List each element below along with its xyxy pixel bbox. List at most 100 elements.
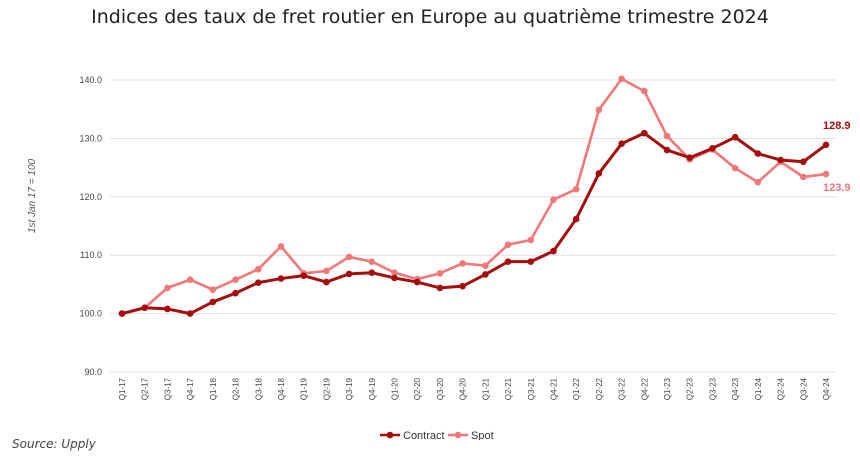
data-point: [754, 178, 762, 186]
data-point: [232, 289, 239, 297]
data-point: [413, 278, 421, 286]
data-point: [391, 274, 398, 282]
data-point: [822, 170, 830, 178]
end-label-contract: 128.9: [823, 120, 851, 132]
x-tick-label: Q3-17: [163, 377, 172, 400]
x-tick-label: Q2-20: [413, 377, 422, 400]
x-tick-label: Q2-21: [504, 377, 513, 400]
data-point: [754, 150, 762, 157]
x-tick-label: Q1-22: [572, 377, 581, 400]
data-point: [504, 241, 512, 248]
x-tick-label: Q2-19: [322, 377, 331, 400]
chart-title: Indices des taux de fret routier en Euro…: [91, 6, 769, 28]
x-tick-label: Q1-17: [118, 377, 127, 400]
x-tick-label: Q4-19: [368, 377, 377, 400]
x-tick-label: Q2-22: [595, 377, 604, 400]
data-point: [436, 284, 444, 292]
data-point: [822, 141, 830, 149]
y-tick-label: 100.0: [79, 309, 102, 319]
data-point: [300, 272, 307, 279]
x-tick-label: Q4-21: [549, 377, 558, 400]
data-point: [345, 253, 353, 261]
data-point: [641, 87, 648, 95]
legend-marker: [454, 431, 462, 439]
x-tick-label: Q3-24: [799, 377, 808, 400]
data-point: [459, 282, 466, 290]
data-point: [527, 258, 535, 265]
line-chart: 90.0 100.0 110.0 120.0 130.0 140.0 Q1-17 Q2-17…: [27, 75, 851, 440]
x-tick-label: Q4-17: [186, 377, 195, 400]
data-point: [777, 156, 784, 164]
series-line: [121, 77, 827, 315]
data-point: [595, 106, 603, 114]
data-point: [186, 310, 194, 317]
y-tick-label: 90.0: [84, 367, 102, 377]
x-tick-label: Q2-18: [232, 377, 241, 400]
y-tick-labels: 90.0 100.0 110.0 120.0 130.0 140.0: [79, 75, 102, 377]
data-point: [345, 270, 353, 278]
y-tick-label: 110.0: [80, 250, 102, 260]
x-tick-label: Q4-20: [459, 377, 468, 400]
data-point: [731, 133, 739, 141]
data-point: [799, 173, 807, 181]
legend-label: Contract: [403, 430, 445, 440]
data-point: [277, 243, 285, 250]
x-tick-label: Q1-24: [754, 377, 763, 400]
data-point: [731, 164, 739, 172]
legend-item-contract: Contract: [380, 430, 445, 440]
y-axis-label: 1st Jan 17 = 100: [27, 158, 38, 233]
x-tick-label: Q3-19: [345, 377, 354, 400]
data-point: [254, 279, 262, 286]
data-point: [164, 305, 171, 313]
x-tick-label: Q4-18: [277, 377, 286, 400]
end-label-spot: 123.9: [823, 182, 851, 194]
data-point: [595, 170, 603, 177]
data-point: [482, 271, 489, 278]
gridlines: [110, 79, 836, 373]
x-tick-label: Q1-20: [391, 377, 400, 400]
data-point: [550, 196, 557, 204]
x-tick-label: Q1-23: [663, 377, 672, 400]
data-point: [527, 236, 535, 244]
data-point: [618, 140, 625, 147]
end-labels: 128.9 123.9: [823, 120, 851, 194]
x-tick-label: Q3-21: [527, 377, 536, 400]
data-point: [141, 304, 149, 312]
x-tick-label: Q3-18: [254, 377, 263, 400]
data-point: [459, 260, 466, 267]
x-tick-label: Q4-22: [640, 377, 649, 400]
data-point: [391, 269, 398, 277]
data-point: [232, 276, 239, 284]
data-point: [663, 132, 671, 140]
x-tick-label: Q2-24: [777, 377, 786, 400]
data-point: [663, 146, 671, 154]
x-tick-label: Q1-18: [209, 377, 218, 400]
x-tick-label: Q4-23: [731, 377, 740, 400]
data-point: [618, 75, 625, 83]
y-tick-label: 130.0: [79, 133, 102, 143]
x-tick-label: Q1-19: [300, 377, 309, 400]
data-point: [572, 185, 580, 193]
data-point: [118, 310, 126, 317]
legend-label: Spot: [471, 430, 494, 440]
y-tick-label: 120.0: [79, 192, 102, 202]
data-point: [323, 267, 330, 275]
legend-item-spot: Spot: [448, 430, 494, 440]
series-lines: [118, 75, 830, 317]
data-point: [709, 145, 716, 152]
data-point: [186, 276, 194, 284]
data-point: [686, 154, 694, 161]
y-tick-label: 140.0: [79, 75, 102, 85]
series-contract: [118, 129, 830, 317]
x-tick-labels: Q1-17 Q2-17 Q3-17 Q4-17 Q1-18 Q2-18 Q3-18 Q4-18…: [118, 377, 831, 400]
data-point: [504, 258, 512, 265]
data-point: [641, 129, 648, 137]
source-note: Source: Upply: [12, 437, 96, 451]
data-point: [368, 269, 376, 277]
data-point: [482, 262, 489, 270]
x-tick-label: Q4-24: [822, 377, 831, 400]
data-point: [799, 158, 807, 166]
x-tick-label: Q1-21: [481, 377, 490, 400]
legend: Contract Spot: [380, 430, 494, 440]
data-point: [164, 284, 171, 292]
